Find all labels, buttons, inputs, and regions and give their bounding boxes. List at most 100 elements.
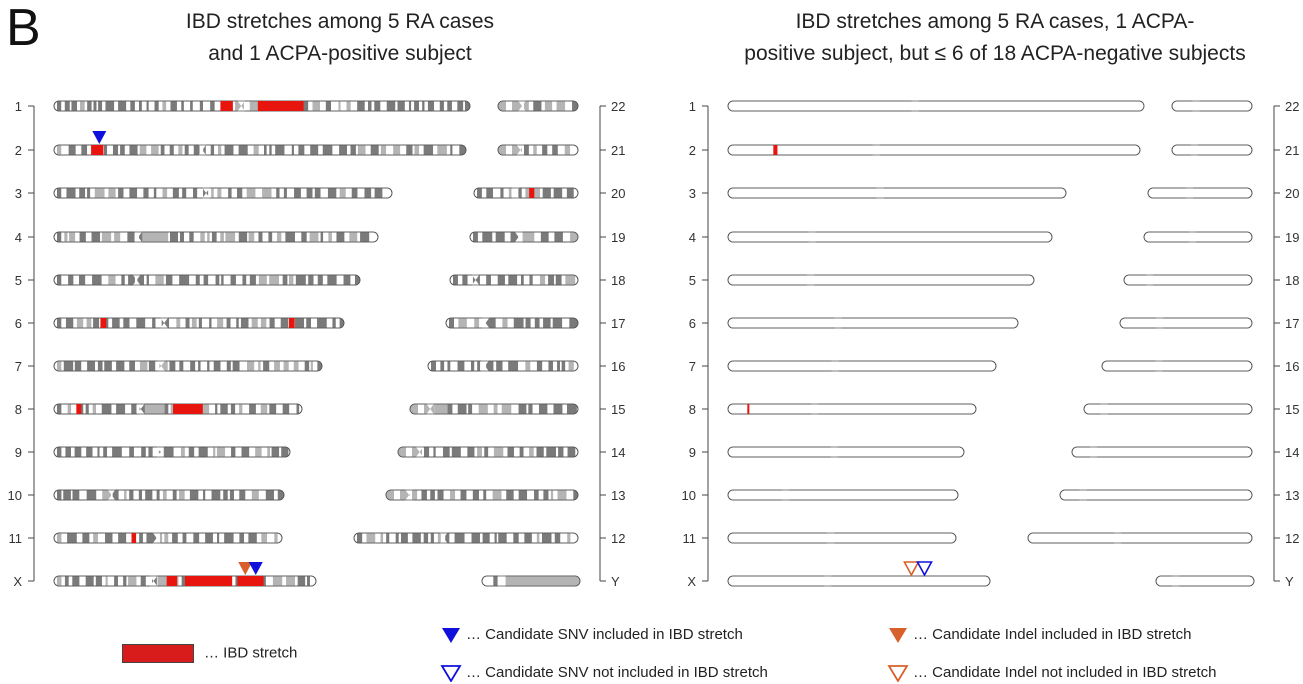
chromosome-18 <box>1123 274 1253 286</box>
chromosome-22 <box>497 100 579 112</box>
right-chromosome-label: 13 <box>611 488 625 503</box>
chromosome-11 <box>53 532 283 544</box>
panel-2-title-line-2: positive subject, but ≤ 6 of 18 ACPA-neg… <box>744 42 1246 65</box>
left-chromosome-label: X <box>13 574 22 589</box>
ibd-stretch <box>773 145 778 155</box>
right-chromosome-label: 14 <box>1285 445 1299 460</box>
chromosome-4 <box>727 231 1053 243</box>
ibd-stretch <box>529 188 535 198</box>
right-chromosome-label: 21 <box>1285 143 1299 158</box>
right-chromosome-label: 21 <box>611 143 625 158</box>
chromosome-14 <box>1071 446 1253 458</box>
chromosome-2 <box>53 144 467 156</box>
left-chromosome-label: 6 <box>15 316 22 331</box>
chromosome-X <box>727 575 991 587</box>
right-chromosome-label: 12 <box>1285 531 1299 546</box>
chromosome-Y <box>1155 575 1255 587</box>
chromosome-5 <box>727 274 1035 286</box>
right-chromosome-label: 17 <box>1285 316 1299 331</box>
right-chromosome-label: 20 <box>611 186 625 201</box>
left-chromosome-label: 5 <box>15 273 22 288</box>
legend-ibd: … IBD stretch <box>122 644 297 663</box>
chromosome-4 <box>53 231 379 243</box>
left-chromosome-label: 5 <box>689 273 696 288</box>
right-chromosome-label: 18 <box>611 273 625 288</box>
left-chromosome-label: 11 <box>9 531 23 546</box>
panel-1-title-line-2: and 1 ACPA-positive subject <box>208 42 472 65</box>
legend-indel-included: … Candidate Indel included in IBD stretc… <box>887 626 1192 644</box>
legend-snv-not-included: … Candidate SNV not included in IBD stre… <box>440 664 768 683</box>
legend-snv-not-included-label: … Candidate SNV not included in IBD stre… <box>466 664 768 681</box>
ibd-stretch <box>173 404 203 414</box>
legend-snv-included: … Candidate SNV included in IBD stretch <box>440 626 743 644</box>
chromosome-18 <box>449 274 579 286</box>
chromosome-7 <box>53 360 323 372</box>
panel-2-title-line-1: IBD stretches among 5 RA cases, 1 ACPA- <box>795 10 1195 33</box>
ibd-stretch <box>185 576 233 586</box>
chromosome-20 <box>1147 187 1253 199</box>
chromosome-15 <box>1083 403 1253 415</box>
filled-orange-triangle-icon <box>889 628 907 644</box>
right-chromosome-label: 15 <box>1285 402 1299 417</box>
chromosome-10 <box>53 489 285 501</box>
ibd-stretch <box>100 318 107 328</box>
chromosome-13 <box>385 489 579 501</box>
legend-indel-not-included: … Candidate Indel not included in IBD st… <box>887 664 1217 683</box>
chromosome-9 <box>53 446 291 458</box>
right-chromosome-label: 18 <box>1285 273 1299 288</box>
chromosome-21 <box>1171 144 1253 156</box>
left-chromosome-label: 2 <box>15 143 22 158</box>
right-chromosome-label: 19 <box>1285 230 1299 245</box>
right-chromosome-label: 16 <box>611 359 625 374</box>
ibd-stretch <box>91 145 104 155</box>
left-chromosome-label: 7 <box>689 359 696 374</box>
chromosome-19 <box>1143 231 1253 243</box>
left-chromosome-label: 1 <box>689 99 696 114</box>
hollow-orange-triangle-icon <box>887 665 909 683</box>
chromosome-20 <box>473 187 579 199</box>
chromosome-1 <box>727 100 1145 112</box>
hollow-blue-triangle-icon <box>440 665 462 683</box>
chromosome-12 <box>353 532 579 544</box>
ibd-stretch <box>220 101 233 111</box>
chromosome-7 <box>727 360 997 372</box>
ibd-stretch-swatch <box>122 644 194 663</box>
chromosome-16 <box>427 360 579 372</box>
legend-ibd-label: … IBD stretch <box>204 644 298 662</box>
left-chromosome-label: 9 <box>15 445 22 460</box>
ibd-stretch <box>76 404 82 414</box>
snv-included-marker <box>248 562 263 575</box>
right-chromosome-label: 17 <box>611 316 625 331</box>
chromosome-Y <box>481 575 581 587</box>
right-chromosome-label: 14 <box>611 445 625 460</box>
chromosome-15 <box>409 403 579 415</box>
left-chromosome-label: 4 <box>689 230 696 245</box>
right-chromosome-label: 19 <box>611 230 625 245</box>
chromosome-12 <box>1027 532 1253 544</box>
ibd-stretch <box>131 533 137 543</box>
panel-1-title-line-1: IBD stretches among 5 RA cases <box>185 10 495 33</box>
ibd-stretch <box>288 318 295 328</box>
chromosome-14 <box>397 446 579 458</box>
filled-blue-triangle-icon <box>442 628 460 644</box>
chromosome-21 <box>497 144 579 156</box>
left-chromosome-label: 4 <box>15 230 22 245</box>
left-chromosome-label: 10 <box>8 488 22 503</box>
legend-snv-included-label: … Candidate SNV included in IBD stretch <box>466 626 743 643</box>
snv-included-marker <box>92 131 107 144</box>
chromosome-17 <box>1119 317 1253 329</box>
chromosome-16 <box>1101 360 1253 372</box>
left-chromosome-label: 1 <box>15 99 22 114</box>
chromosome-6 <box>727 317 1019 329</box>
panel-2-title: IBD stretches among 5 RA cases, 1 ACPA- … <box>700 6 1290 70</box>
right-chromosome-label: Y <box>1285 574 1294 589</box>
indel-not-included-marker <box>903 561 920 577</box>
ibd-stretch <box>747 404 750 414</box>
ibd-stretch <box>257 101 304 111</box>
right-chromosome-label: 12 <box>611 531 625 546</box>
chromosome-6 <box>53 317 345 329</box>
